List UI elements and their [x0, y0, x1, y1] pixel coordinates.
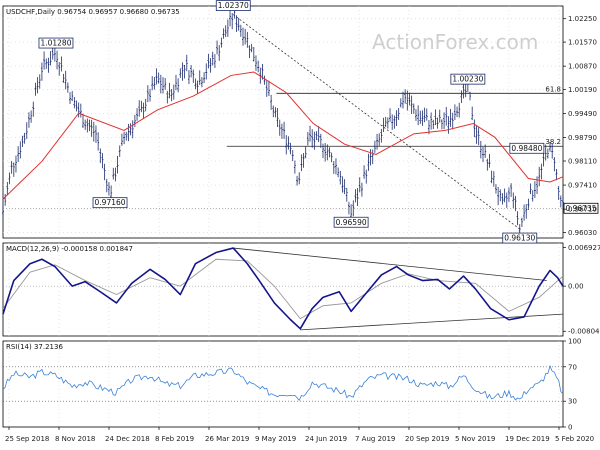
price-y-tick-label: 0.96030 [568, 229, 597, 237]
price-y-tick-label: 0.99490 [568, 110, 597, 118]
x-tick-label: 25 Sep 2018 [5, 435, 49, 443]
swing-label-box [333, 216, 369, 228]
price-y-tick-label: 0.98790 [568, 134, 597, 142]
rsi-header: RSI(14) 37.2136 [6, 343, 63, 351]
swing-label-box [509, 142, 545, 154]
swing-label-text: 1.01280 [40, 39, 71, 48]
rsi-y-tick-label: 0 [568, 424, 572, 432]
fib-level-label: 61.8 [545, 85, 561, 93]
grid-lines [3, 6, 563, 427]
swing-label: 0.96590 [333, 216, 369, 228]
swing-label-text: 0.96590 [336, 218, 367, 227]
rsi-y-tick-label: 30 [568, 398, 577, 406]
macd-trendline [233, 247, 547, 281]
x-tick-label: 24 Dec 2018 [105, 435, 150, 443]
swing-label-text: 1.02370 [218, 1, 249, 10]
swing-label: 0.96130 [502, 232, 538, 244]
x-tick-label: 9 May 2019 [255, 435, 296, 443]
moving-average-line [2, 71, 564, 200]
macd-y-tick-label: -0.008049 [568, 328, 600, 336]
swing-label: 1.02370 [215, 0, 251, 11]
swing-label: 0.98480 [509, 142, 545, 154]
price-y-tick-label: 1.00190 [568, 86, 597, 94]
x-tick-label: 5 Feb 2020 [555, 435, 594, 443]
rsi-y-tick-label: 70 [568, 363, 577, 371]
swing-label-box [215, 0, 251, 11]
x-tick-label: 8 Feb 2019 [155, 435, 194, 443]
swing-label-box [38, 37, 74, 49]
swing-label-box [450, 73, 486, 85]
x-tick-label: 19 Dec 2019 [505, 435, 550, 443]
fib-level-label: 38.2 [545, 138, 561, 146]
last-price-label: 0.96735 [565, 204, 596, 213]
x-tick-label: 8 Nov 2018 [55, 435, 95, 443]
swing-label: 1.01280 [38, 37, 74, 49]
x-tick-label: 7 Aug 2019 [355, 435, 395, 443]
rsi-y-tick-label: 100 [568, 338, 581, 346]
swing-label-box [502, 232, 538, 244]
ohlc-bars [2, 5, 564, 239]
rsi-line [2, 364, 564, 402]
price-y-tick-label: 0.97410 [568, 182, 597, 190]
swing-label-text: 0.98480 [511, 144, 542, 153]
price-y-tick-label: 0.98110 [568, 158, 597, 166]
price-y-tick-label: 0.96710 [568, 206, 597, 214]
swing-label-text: 0.97160 [95, 198, 126, 207]
watermark: ActionForex.com [372, 30, 538, 54]
swing-label-text: 1.00230 [452, 75, 483, 84]
swing-label: 1.00230 [450, 73, 486, 85]
price-header: USDCHF,Daily 0.96754 0.96957 0.96680 0.9… [6, 8, 180, 16]
swing-label-box [92, 197, 128, 209]
macd-line [2, 247, 564, 330]
x-tick-label: 20 Sep 2019 [405, 435, 449, 443]
x-tick-label: 5 Nov 2019 [455, 435, 495, 443]
rsi-panel-frame [2, 340, 564, 428]
macd-y-tick-label: 0.00 [568, 283, 584, 291]
macd-panel-frame [2, 242, 564, 337]
macd-header: MACD(12,26,9) -0.000158 0.001847 [6, 245, 133, 253]
x-tick-label: 26 Mar 2019 [205, 435, 249, 443]
swing-label: 0.97160 [92, 197, 128, 209]
price-y-tick-label: 1.02250 [568, 15, 597, 23]
last-price-box [563, 202, 599, 214]
x-tick-label: 24 Jun 2019 [305, 435, 347, 443]
macd-y-tick-label: 0.006927 [568, 244, 600, 252]
price-y-tick-label: 1.01570 [568, 39, 597, 47]
price-y-tick-label: 1.00870 [568, 63, 597, 71]
macd-trendline [300, 313, 564, 331]
swing-label-text: 0.96130 [504, 234, 535, 243]
